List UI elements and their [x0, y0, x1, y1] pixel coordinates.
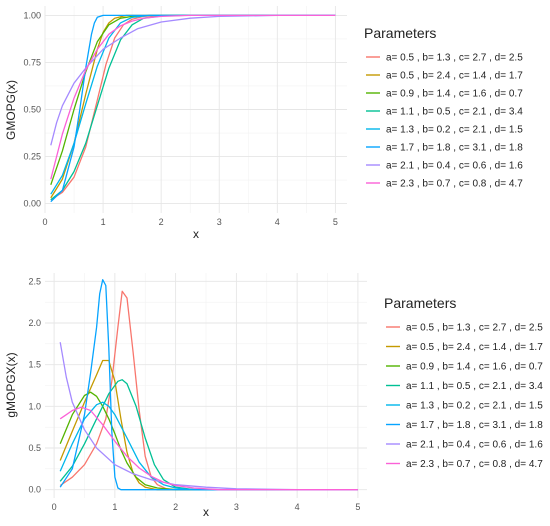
x-axis-label: x — [193, 227, 199, 241]
series-lines — [59, 279, 358, 491]
cdf-panel: 0 1 2 3 4 5 0.00 0.25 0.50 0.75 1.00 x GMOPG(x) P… — [4, 6, 523, 241]
y-tick-labels: 0.00 0.25 0.50 0.75 1.00 — [23, 10, 41, 208]
legend: Parameters a= 0.5 , b= 1.3 , c= 2.7 , d=… — [384, 295, 543, 470]
y-tick-label: 0.0 — [28, 485, 41, 495]
x-tick-label: 2 — [159, 217, 164, 227]
legend-label: a= 2.3 , b= 0.7 , c= 0.8 , d= 4.7 — [406, 459, 543, 470]
x-tick-label: 1 — [112, 502, 117, 512]
series-line — [59, 290, 358, 491]
series-line — [50, 14, 336, 146]
y-axis-label: gMOPGX(x) — [4, 352, 18, 417]
x-tick-label: 2 — [173, 502, 178, 512]
x-tick-labels: 0 1 2 3 4 5 — [42, 217, 337, 227]
x-axis-label: x — [203, 505, 209, 519]
legend-label: a= 2.1 , b= 0.4 , c= 0.6 , d= 1.6 — [386, 161, 523, 172]
legend-label: a= 1.3 , b= 0.2 , c= 2.1 , d= 1.5 — [386, 125, 523, 136]
legend-label: a= 1.1 , b= 0.5 , c= 2.1 , d= 3.4 — [406, 381, 543, 392]
grid — [45, 273, 367, 498]
x-tick-label: 5 — [355, 502, 360, 512]
legend-label: a= 0.5 , b= 2.4 , c= 1.4 , d= 1.7 — [406, 342, 543, 353]
legend-label: a= 0.5 , b= 1.3 , c= 2.7 , d= 2.5 — [386, 53, 523, 64]
legend-items: a= 0.5 , b= 1.3 , c= 2.7 , d= 2.5 a= 0.5 … — [366, 53, 523, 190]
legend-title: Parameters — [384, 295, 456, 311]
x-tick-label: 3 — [217, 217, 222, 227]
y-tick-label: 0.50 — [23, 105, 41, 115]
y-tick-label: 2.5 — [28, 276, 41, 286]
y-axis-label: GMOPG(x) — [4, 80, 18, 140]
y-tick-label: 0.00 — [23, 199, 41, 209]
x-tick-label: 5 — [333, 217, 338, 227]
legend-title: Parameters — [364, 25, 436, 41]
series-line — [59, 279, 358, 491]
x-tick-label: 0 — [52, 502, 57, 512]
x-tick-labels: 0 1 2 3 4 5 — [52, 502, 361, 512]
series-line — [59, 391, 358, 491]
y-tick-label: 2.0 — [28, 318, 41, 328]
legend-label: a= 1.7 , b= 1.8 , c= 3.1 , d= 1.8 — [406, 420, 543, 431]
legend-label: a= 2.3 , b= 0.7 , c= 0.8 , d= 4.7 — [386, 179, 523, 190]
series-line — [59, 342, 358, 491]
y-tick-label: 1.0 — [28, 401, 41, 411]
series-line — [59, 406, 358, 491]
pdf-panel: 0 1 2 3 4 5 0.0 0.5 1.0 1.5 2.0 2.5 x gMOPGX(x) Pa… — [4, 273, 543, 519]
series-line — [59, 401, 358, 491]
series-line — [50, 14, 336, 203]
y-tick-label: 1.00 — [23, 10, 41, 20]
series-line — [50, 14, 336, 180]
legend: Parameters a= 0.5 , b= 1.3 , c= 2.7 , d=… — [364, 25, 523, 190]
x-tick-label: 4 — [275, 217, 280, 227]
y-tick-label: 0.5 — [28, 443, 41, 453]
legend-label: a= 1.3 , b= 0.2 , c= 2.1 , d= 1.5 — [406, 401, 543, 412]
x-tick-label: 3 — [234, 502, 239, 512]
y-tick-label: 0.75 — [23, 57, 41, 67]
legend-label: a= 1.1 , b= 0.5 , c= 2.1 , d= 3.4 — [386, 107, 523, 118]
legend-label: a= 1.7 , b= 1.8 , c= 3.1 , d= 1.8 — [386, 143, 523, 154]
x-tick-label: 0 — [42, 217, 47, 227]
y-tick-label: 0.25 — [23, 152, 41, 162]
y-tick-label: 1.5 — [28, 360, 41, 370]
legend-label: a= 0.9 , b= 1.4 , c= 1.6 , d= 0.7 — [406, 362, 543, 373]
legend-label: a= 0.5 , b= 1.3 , c= 2.7 , d= 2.5 — [406, 323, 543, 334]
x-tick-label: 1 — [101, 217, 106, 227]
legend-label: a= 2.1 , b= 0.4 , c= 0.6 , d= 1.6 — [406, 440, 543, 451]
legend-items: a= 0.5 , b= 1.3 , c= 2.7 , d= 2.5 a= 0.5 … — [386, 323, 543, 470]
y-tick-labels: 0.0 0.5 1.0 1.5 2.0 2.5 — [28, 276, 41, 494]
x-tick-label: 4 — [295, 502, 300, 512]
series-lines — [50, 14, 336, 203]
legend-label: a= 0.9 , b= 1.4 , c= 1.6 , d= 0.7 — [386, 89, 523, 100]
legend-label: a= 0.5 , b= 2.4 , c= 1.4 , d= 1.7 — [386, 71, 523, 82]
